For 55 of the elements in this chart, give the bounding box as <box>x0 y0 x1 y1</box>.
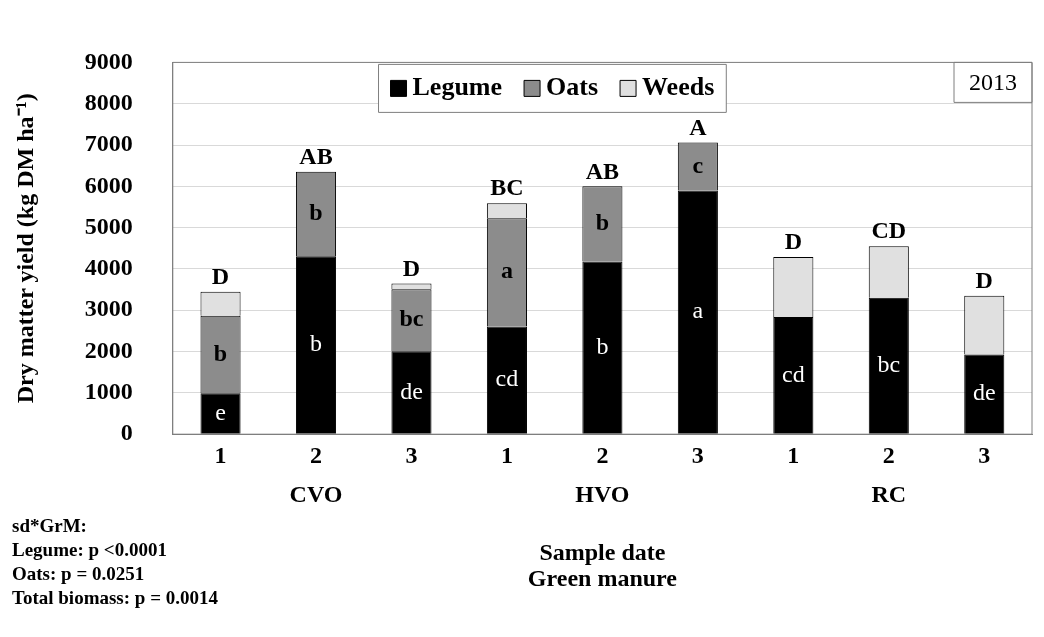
y-tick-label: 3000 <box>84 295 133 322</box>
total-label: A <box>689 113 708 140</box>
total-label: D <box>211 262 230 289</box>
data-label: b <box>596 332 609 359</box>
data-label: b <box>213 339 228 366</box>
y-tick-label: 8000 <box>84 88 133 115</box>
data-label: de <box>972 379 996 406</box>
total-label: AB <box>299 143 333 170</box>
total-label: D <box>784 228 803 255</box>
x-tick-label: 1 <box>787 441 800 468</box>
data-label: bc <box>399 305 424 332</box>
x-tick-label: 3 <box>691 441 704 468</box>
data-label: b <box>310 330 322 357</box>
total-label: CD <box>871 217 907 244</box>
bar <box>391 351 432 434</box>
bar <box>200 393 241 434</box>
y-tick-label: 4000 <box>84 254 133 281</box>
y-tick-label: 7000 <box>84 130 133 157</box>
data-label: de <box>400 377 423 404</box>
data-label: e <box>215 398 226 425</box>
total-label: BC <box>490 174 524 201</box>
text: RC <box>871 481 907 508</box>
total-label: D <box>402 254 421 281</box>
text: CVO <box>289 481 343 508</box>
x-tick-label: 3 <box>978 441 991 468</box>
y-tick-label: 5000 <box>84 212 133 239</box>
total-label: D <box>975 267 993 294</box>
legend-label: Oats <box>546 72 599 102</box>
y-tick-label: 9000 <box>84 47 133 74</box>
chart-title: 2013 <box>969 68 1017 95</box>
x-tick-label: 1 <box>214 441 227 468</box>
x-tick-label: 2 <box>882 441 895 468</box>
data-label: cd <box>495 365 519 392</box>
total-label: AB <box>585 157 620 184</box>
data-label: b <box>309 199 323 226</box>
y-tick-label: 2000 <box>84 336 133 363</box>
data-label: bc <box>877 351 901 378</box>
data-label: a <box>500 257 513 284</box>
text: sd*GrM: Legume: p <0.0001 Oats: p = 0.0251 Total biomass: p = 0.0014 <box>12 515 219 609</box>
legend-label: Weeds <box>642 72 715 102</box>
x-tick-label: 2 <box>310 441 322 468</box>
data-label: b <box>595 209 610 236</box>
y-axis-title: Dry matter yield (kg DM ha⁻¹) <box>11 93 38 404</box>
x-axis-title: Sample date Green manure <box>527 539 678 592</box>
x-tick-label: 1 <box>500 441 513 468</box>
data-label: a <box>692 297 704 324</box>
y-tick-label: 0 <box>120 419 133 446</box>
x-tick-label: 2 <box>596 441 609 468</box>
y-tick-label: 6000 <box>84 171 133 198</box>
data-label: cd <box>782 360 805 387</box>
text: HVO <box>575 481 630 508</box>
y-tick-label: 1000 <box>84 378 133 405</box>
x-tick-label: 3 <box>405 441 418 468</box>
data-label: c <box>692 151 704 178</box>
legend-label: Legume <box>412 72 503 102</box>
